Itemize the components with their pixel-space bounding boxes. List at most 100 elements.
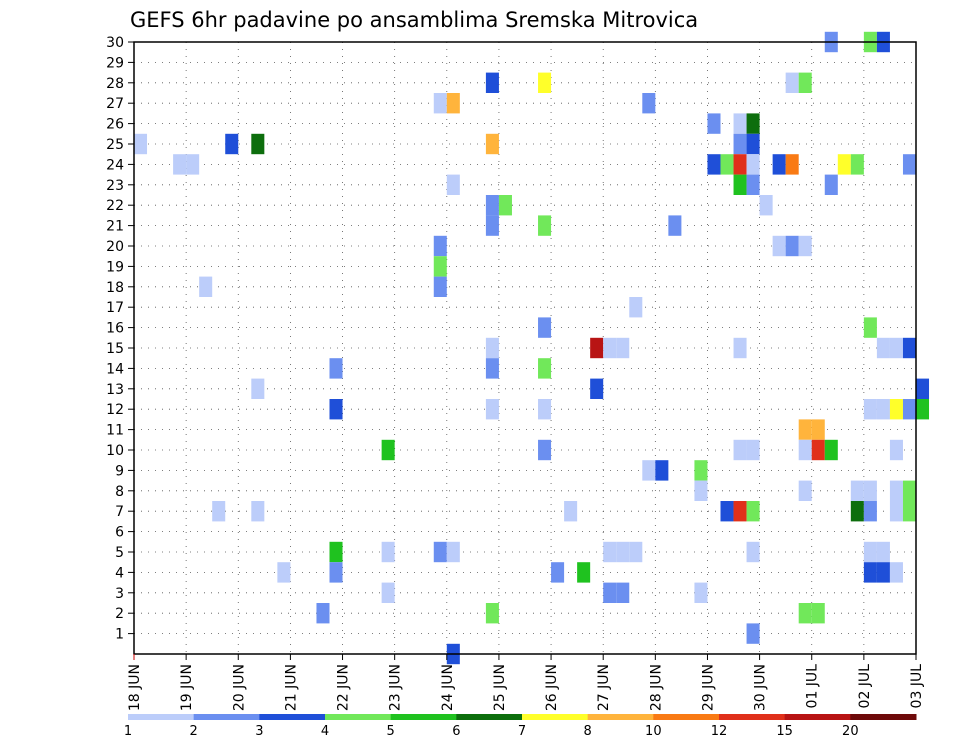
y-tick-label: 29 [106,55,124,71]
ensemble-cells [134,31,930,665]
precip-cell [798,72,812,93]
precip-cell [720,501,734,522]
precip-cell [603,541,617,563]
precip-cell [759,195,773,216]
colorbar-swatch [128,714,195,720]
precip-cell [616,582,630,603]
precip-cell [733,337,747,359]
precip-cell [863,480,877,501]
precip-cell [916,378,930,399]
precip-cell [277,562,291,583]
precip-cell [485,133,499,155]
precip-cell [837,154,851,175]
y-tick-label: 6 [115,525,124,541]
precip-cell [381,541,395,563]
colorbar-label: 4 [321,724,329,739]
y-tick-label: 24 [106,157,124,173]
precip-cell [433,93,447,114]
precip-cell [733,133,747,155]
precip-cell [811,603,825,624]
precip-cell [863,562,877,583]
precip-cell [485,215,499,236]
precip-cell [720,154,734,175]
precip-cell [134,133,148,155]
precip-cell [746,113,760,134]
precip-cell [485,337,499,359]
precip-cell [889,399,903,420]
precip-cell [746,133,760,155]
x-tick-label: 23 JUN [388,664,404,711]
precip-cell [902,501,916,522]
colorbar: 1 2 3 4 5 6 7 8 10 12 15 20 [124,714,917,739]
colorbar-label: 20 [842,724,859,739]
precip-cell [798,603,812,624]
precip-cell [811,439,825,461]
precip-cell [538,72,552,93]
precip-cell [329,358,343,379]
precip-cell [772,235,786,257]
precip-cell [485,358,499,379]
y-tick-label: 27 [106,96,124,112]
precip-cell [733,113,747,134]
colorbar-label: 5 [387,724,395,739]
y-tick-label: 25 [106,137,124,153]
precip-cell [381,439,395,461]
precip-cell [642,460,656,481]
precip-cell [746,501,760,522]
y-tick-label: 17 [106,300,124,316]
colorbar-label: 12 [711,724,728,739]
y-tick-label: 11 [106,423,124,439]
precip-cell [212,501,226,522]
precip-cell [446,541,460,563]
precip-cell [772,154,786,175]
y-tick-label: 7 [115,504,124,520]
precip-cell [485,603,499,624]
precip-cell [746,154,760,175]
precip-cell [850,154,864,175]
precip-cell [186,154,200,175]
precip-cell [798,480,812,501]
precip-cell [876,399,890,420]
precip-cell [746,439,760,461]
colorbar-label: 8 [584,724,592,739]
colorbar-label: 6 [452,724,460,739]
y-tick-label: 22 [106,198,124,214]
precip-cell [694,460,708,481]
precip-cell [824,439,838,461]
precip-cell [889,439,903,461]
colorbar-swatch [784,714,851,720]
precip-cell [225,133,239,155]
precip-cell [251,133,265,155]
precip-cell [616,337,630,359]
x-tick-label: 03 JUL [909,664,925,709]
precip-cell [733,174,747,195]
y-tick-label: 14 [106,361,124,377]
colorbar-swatch [719,714,786,720]
precip-cell [538,358,552,379]
precip-cell [446,93,460,114]
precip-cell [629,297,643,318]
precip-cell [538,439,552,461]
precip-cell [329,399,343,420]
precip-cell [876,562,890,583]
y-tick-label: 20 [106,239,124,255]
colorbar-swatch [456,714,523,720]
colorbar-swatch [259,714,326,720]
precip-cell [251,378,265,399]
precip-cell [173,154,187,175]
precip-cell [433,276,447,297]
precip-cell [863,399,877,420]
x-tick-label: 20 JUN [231,664,247,711]
precip-cell [433,235,447,257]
precip-cell [642,93,656,114]
precip-cell [577,562,591,583]
x-tick-label: 18 JUN [127,664,143,711]
precip-cell [785,154,799,175]
precip-cell [655,460,669,481]
precip-cell [485,72,499,93]
precip-cell [889,337,903,359]
y-tick-label: 1 [115,627,124,643]
x-tick-label: 01 JUL [805,664,821,709]
colorbar-label: 7 [518,724,526,739]
y-tick-label: 18 [106,280,124,296]
